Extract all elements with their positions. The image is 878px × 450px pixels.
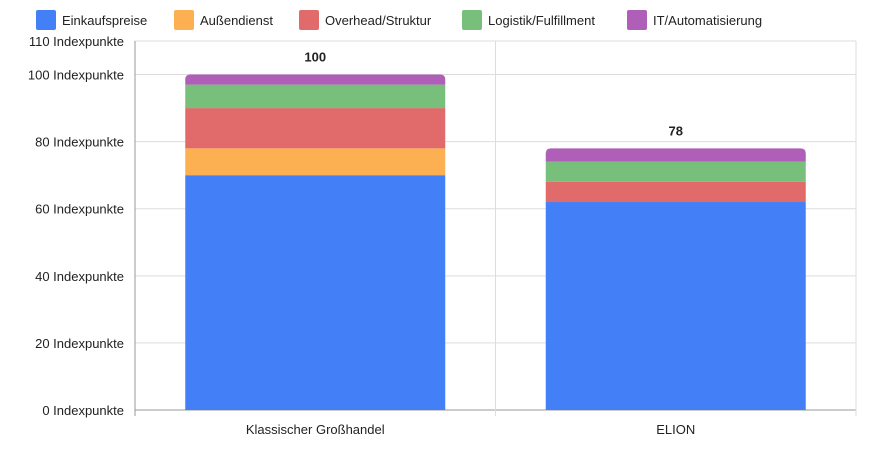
legend-swatch	[462, 10, 482, 30]
legend-label: Logistik/Fulfillment	[488, 13, 595, 28]
y-tick-label: 80 Indexpunkte	[35, 135, 124, 150]
legend-swatch	[299, 10, 319, 30]
bar-segment	[545, 202, 806, 410]
y-tick-label: 40 Indexpunkte	[35, 269, 124, 284]
bar-segment	[545, 161, 806, 182]
legend-swatch	[174, 10, 194, 30]
bar-segment	[545, 181, 806, 203]
y-tick-label: 60 Indexpunkte	[35, 202, 124, 217]
legend-label: Außendienst	[200, 13, 273, 28]
legend-label: Einkaufspreise	[62, 13, 147, 28]
x-tick-label: ELION	[656, 422, 695, 437]
bar-segment	[185, 108, 446, 149]
bar-segment	[185, 148, 446, 176]
total-label: 100	[304, 50, 326, 65]
y-tick-label: 0 Indexpunkte	[42, 403, 124, 418]
legend-label: IT/Automatisierung	[653, 13, 762, 28]
bar-segment	[185, 74, 446, 85]
legend-label: Overhead/Struktur	[325, 13, 432, 28]
bar-segment	[545, 148, 806, 162]
y-tick-label: 100 Indexpunkte	[28, 68, 124, 83]
legend-swatch	[627, 10, 647, 30]
y-tick-label: 20 Indexpunkte	[35, 336, 124, 351]
bar-segment	[185, 84, 446, 109]
total-label: 78	[669, 123, 683, 138]
legend-swatch	[36, 10, 56, 30]
bar-segment	[185, 175, 446, 410]
y-tick-label: 110 Indexpunkte	[29, 34, 124, 49]
x-tick-label: Klassischer Großhandel	[246, 422, 385, 437]
